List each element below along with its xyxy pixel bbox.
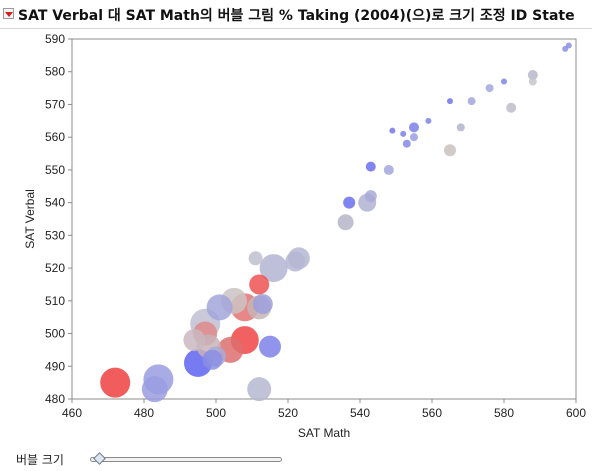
bubble-point[interactable] xyxy=(562,45,569,52)
y-tick-label: 520 xyxy=(45,261,65,275)
bubble-point[interactable] xyxy=(485,84,494,93)
y-tick-label: 560 xyxy=(45,130,65,144)
bubble-point[interactable] xyxy=(247,377,272,402)
bubble-point[interactable] xyxy=(337,214,354,231)
y-tick-label: 480 xyxy=(45,392,65,406)
bubble-point[interactable] xyxy=(252,294,273,315)
y-tick-label: 510 xyxy=(45,294,65,308)
x-axis: 460 480 500 520 540 560 580 600 xyxy=(62,399,586,420)
title-bar: SAT Verbal 대 SAT Math의 버블 그림 % Taking (2… xyxy=(0,0,592,29)
bubble-point[interactable] xyxy=(447,98,453,105)
bubble-point[interactable] xyxy=(364,190,377,203)
bubble-point[interactable] xyxy=(410,133,418,142)
x-tick-label: 500 xyxy=(206,406,226,420)
bubble-point[interactable] xyxy=(100,367,131,398)
y-tick-label: 530 xyxy=(45,228,65,242)
bubble-point[interactable] xyxy=(467,97,476,106)
bubble-point[interactable] xyxy=(506,102,517,113)
bubble-point[interactable] xyxy=(285,251,306,272)
y-axis: 480 490 500 510 520 530 540 550 560 570 580 590 xyxy=(45,32,72,406)
x-tick-label: 560 xyxy=(422,406,442,420)
bubble-point[interactable] xyxy=(528,77,537,86)
x-axis-label: SAT Math xyxy=(298,426,350,440)
x-tick-label: 600 xyxy=(566,406,586,420)
bubble-point[interactable] xyxy=(183,329,206,352)
bubble-point[interactable] xyxy=(409,122,419,133)
bubble-point[interactable] xyxy=(389,127,396,134)
x-tick-label: 460 xyxy=(62,406,82,420)
y-tick-label: 540 xyxy=(45,196,65,210)
bubble-point[interactable] xyxy=(141,376,168,403)
bubble-size-slider-thumb[interactable] xyxy=(93,452,106,465)
bubble-point[interactable] xyxy=(444,144,456,157)
y-tick-label: 590 xyxy=(45,32,65,46)
bubble-point[interactable] xyxy=(259,335,281,358)
x-tick-label: 540 xyxy=(350,406,370,420)
y-tick-label: 550 xyxy=(45,163,65,177)
bubble-point[interactable] xyxy=(259,254,288,283)
bubble-point[interactable] xyxy=(202,349,223,370)
bubble-point[interactable] xyxy=(343,196,356,209)
bubble-plot: 460 480 500 520 540 560 580 600 480490500510520… xyxy=(23,32,586,440)
chart-title: SAT Verbal 대 SAT Math의 버블 그림 % Taking (2… xyxy=(18,8,575,24)
bubble-size-label: 버블 크기 xyxy=(16,453,64,467)
x-tick-label: 580 xyxy=(494,406,514,420)
bubble-point[interactable] xyxy=(365,161,376,172)
bubble-point[interactable] xyxy=(425,117,432,124)
bubbles-layer xyxy=(100,42,572,403)
y-tick-label: 570 xyxy=(45,97,65,111)
bubble-point[interactable] xyxy=(206,294,233,321)
disclosure-triangle-icon[interactable] xyxy=(3,8,14,19)
bubble-point[interactable] xyxy=(456,123,465,132)
bubble-point[interactable] xyxy=(249,274,270,295)
x-tick-label: 480 xyxy=(134,406,154,420)
y-axis-label: SAT Verbal xyxy=(23,189,37,249)
bubble-point[interactable] xyxy=(501,78,507,85)
bubble-point[interactable] xyxy=(383,164,394,175)
bubble-point[interactable] xyxy=(402,139,411,148)
bubble-size-slider-track[interactable] xyxy=(90,457,282,462)
bubble-point[interactable] xyxy=(400,130,407,137)
y-tick-label: 500 xyxy=(45,327,65,341)
plot-frame xyxy=(71,38,577,400)
y-tick-label: 490 xyxy=(45,359,65,373)
bubble-point[interactable] xyxy=(248,251,263,266)
x-tick-label: 520 xyxy=(278,406,298,420)
y-tick-label: 580 xyxy=(45,65,65,79)
bubble-point[interactable] xyxy=(527,70,538,80)
